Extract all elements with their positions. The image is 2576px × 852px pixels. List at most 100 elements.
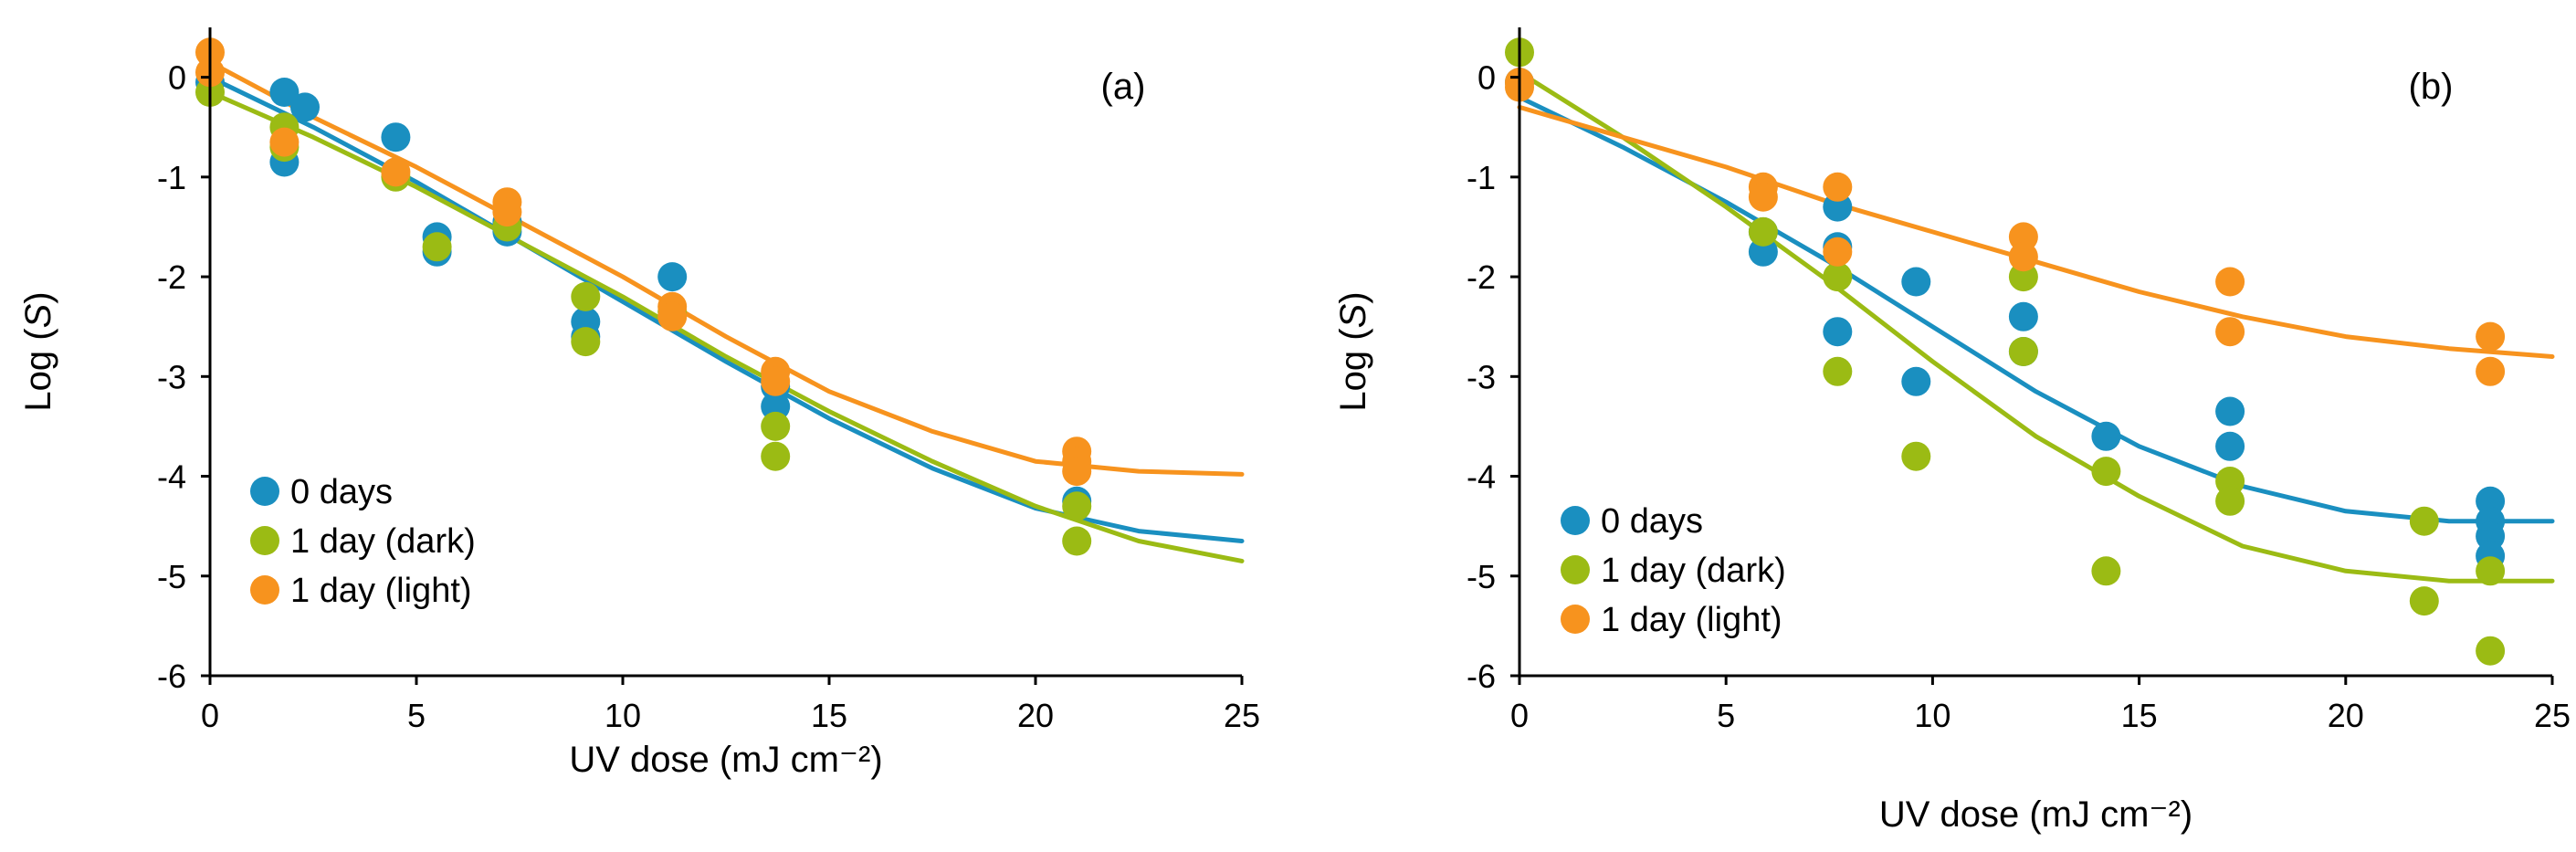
panel-b-legend: 0 days 1 day (dark) 1 day (light) bbox=[1561, 502, 1786, 639]
panel-b-point-1-4 bbox=[1901, 441, 1931, 471]
panel-b-point-0-11 bbox=[2215, 396, 2245, 426]
panel-b-y-tick-label-2: -2 bbox=[1467, 258, 1496, 296]
panel-b-y-tick-label-6: -6 bbox=[1467, 657, 1496, 695]
panel-b-legend-marker-2 bbox=[1561, 605, 1590, 634]
panel-a-legend: 0 days 1 day (dark) 1 day (light) bbox=[250, 473, 476, 610]
panel-b-legend-label-0: 0 days bbox=[1601, 502, 1703, 541]
panel-b-x-tick-label-4: 20 bbox=[2328, 697, 2364, 734]
panel-a-y-tick-label-0: 0 bbox=[168, 59, 186, 97]
panel-b-y-tick-label-0: 0 bbox=[1477, 59, 1496, 97]
panel-b-point-0-8 bbox=[2008, 301, 2038, 331]
panel-a-y-tick-label-6: -6 bbox=[157, 657, 186, 695]
panel-a-point-0-4 bbox=[381, 122, 411, 153]
panel-b-y-axis-label-prefix: Log ( bbox=[1333, 328, 1373, 412]
panel-b-label: (b) bbox=[2409, 67, 2454, 107]
panel-b-point-0-6 bbox=[1901, 267, 1931, 297]
panel-a-point-1-7 bbox=[571, 327, 601, 357]
panel-a-y-axis-label-prefix: Log ( bbox=[18, 328, 58, 412]
panel-b-point-2-10 bbox=[2476, 321, 2506, 352]
panel-b-point-2-4 bbox=[1823, 172, 1853, 202]
panel-a-x-axis-label: UV dose (mJ cm⁻²) bbox=[569, 740, 882, 780]
panel-b-point-1-6 bbox=[2008, 337, 2038, 366]
panel-b-point-0-2 bbox=[1748, 237, 1778, 267]
panel-b-point-2-7 bbox=[2008, 242, 2038, 272]
panel-a-y-axis-label-var: S bbox=[18, 303, 58, 328]
panel-a-point-2-7 bbox=[657, 301, 688, 331]
panel-b-legend-marker-0 bbox=[1561, 506, 1590, 535]
panel-a-point-0-11 bbox=[657, 262, 688, 292]
panel-a-point-1-9 bbox=[761, 411, 791, 441]
panel-a-label: (a) bbox=[1101, 67, 1146, 107]
panel-b-point-1-10 bbox=[2215, 486, 2245, 516]
panel-a-y-tick-label-3: -3 bbox=[157, 358, 186, 395]
panel-b-point-1-13 bbox=[2476, 556, 2506, 586]
panel-b-point-0-12 bbox=[2215, 431, 2245, 461]
panel-a-y-tick-label-2: -2 bbox=[157, 258, 186, 296]
panel-a-x-tick-label-2: 10 bbox=[605, 697, 641, 734]
panel-b-point-2-3 bbox=[1748, 182, 1778, 212]
panel-a-point-2-3 bbox=[381, 157, 411, 187]
panel-b-y-tick-label-3: -3 bbox=[1467, 358, 1496, 395]
panel-b-x-tick-label-5: 25 bbox=[2534, 697, 2571, 734]
panel-b-x-tick-label-3: 15 bbox=[2121, 697, 2158, 734]
panel-b-point-1-12 bbox=[2409, 586, 2439, 616]
panel-b-legend-label-1: 1 day (dark) bbox=[1601, 552, 1786, 590]
panel-a-legend-marker-1 bbox=[250, 526, 279, 555]
panel-b-point-2-8 bbox=[2215, 267, 2245, 297]
panel-a-point-2-9 bbox=[761, 366, 791, 396]
panel-a-point-1-6 bbox=[571, 281, 601, 311]
panel-a-y-axis-label-suffix: ) bbox=[18, 291, 58, 303]
panel-b-point-1-1 bbox=[1748, 216, 1778, 247]
panel-a-legend-marker-0 bbox=[250, 477, 279, 506]
panel-b-y-tick-label-5: -5 bbox=[1467, 558, 1496, 595]
panel-a-x-tick-label-5: 25 bbox=[1224, 697, 1260, 734]
panel-b-x-axis-label: UV dose (mJ cm⁻²) bbox=[1879, 794, 2192, 835]
panel-b-point-1-3 bbox=[1823, 356, 1853, 386]
panel-a-y-axis-label: Log (S) bbox=[18, 291, 58, 411]
panel-b-y-tick-label-4: -4 bbox=[1467, 458, 1496, 496]
panel-b-x-tick-label-1: 5 bbox=[1717, 697, 1735, 734]
panel-b-point-1-2 bbox=[1823, 262, 1853, 292]
panel-a-legend-label-1: 1 day (dark) bbox=[290, 522, 476, 561]
panel-b-y-tick-label-1: -1 bbox=[1467, 159, 1496, 196]
panel-a-x-tick-label-0: 0 bbox=[201, 697, 219, 734]
panel-b: 0 -1 -2 -3 -4 -5 -6 0 5 10 15 20 25 UV dose (mJ cm⁻²)… bbox=[1333, 27, 2571, 835]
panel-a: 0 -1 -2 -3 -4 -5 -6 0 5 10 15 20 25 UV dose (mJ cm⁻²)… bbox=[18, 27, 1260, 780]
panel-b-point-1-5 bbox=[2008, 262, 2038, 292]
panel-a-point-2-12 bbox=[1062, 457, 1092, 487]
panel-b-point-1-7 bbox=[2091, 457, 2121, 487]
panel-b-fit-line-1 bbox=[1517, 69, 2555, 584]
panel-a-legend-marker-2 bbox=[250, 575, 279, 605]
panel-a-x-tick-label-3: 15 bbox=[811, 697, 847, 734]
panel-b-x-tick-label-0: 0 bbox=[1510, 697, 1529, 734]
panel-b-y-axis-label: Log (S) bbox=[1333, 291, 1373, 411]
panel-b-y-axis-label-suffix: ) bbox=[1333, 291, 1373, 303]
panel-a-point-0-3 bbox=[290, 92, 320, 122]
panel-b-point-1-14 bbox=[2476, 636, 2506, 666]
panel-a-point-2-5 bbox=[492, 197, 522, 227]
panel-a-y-tick-label-1: -1 bbox=[157, 159, 186, 196]
panel-a-point-2-2 bbox=[269, 127, 300, 157]
panel-b-point-2-5 bbox=[1823, 237, 1853, 267]
panel-b-point-0-5 bbox=[1823, 317, 1853, 347]
panel-b-point-0-13 bbox=[2476, 486, 2506, 516]
panel-b-point-2-9 bbox=[2215, 317, 2245, 347]
panel-a-point-1-12 bbox=[1062, 526, 1092, 556]
panel-b-point-0-10 bbox=[2091, 421, 2121, 451]
panel-a-point-0-1 bbox=[269, 78, 300, 107]
panel-b-y-axis-label-var: S bbox=[1333, 303, 1373, 328]
panel-b-point-1-8 bbox=[2091, 556, 2121, 586]
panel-a-y-tick-label-5: -5 bbox=[157, 558, 186, 595]
panel-a-fit-line-2 bbox=[207, 59, 1245, 477]
panel-a-x-tick-label-4: 20 bbox=[1017, 697, 1054, 734]
panel-b-point-0-7 bbox=[1901, 366, 1931, 396]
panel-b-legend-label-2: 1 day (light) bbox=[1601, 601, 1782, 639]
panel-a-point-1-4 bbox=[422, 232, 452, 262]
panel-a-y-tick-label-4: -4 bbox=[157, 458, 186, 496]
panel-a-legend-label-0: 0 days bbox=[290, 473, 393, 511]
panel-b-x-tick-label-2: 10 bbox=[1914, 697, 1950, 734]
panel-a-point-1-11 bbox=[1062, 491, 1092, 521]
panel-b-point-2-11 bbox=[2476, 356, 2506, 386]
panel-a-point-1-10 bbox=[761, 441, 791, 471]
